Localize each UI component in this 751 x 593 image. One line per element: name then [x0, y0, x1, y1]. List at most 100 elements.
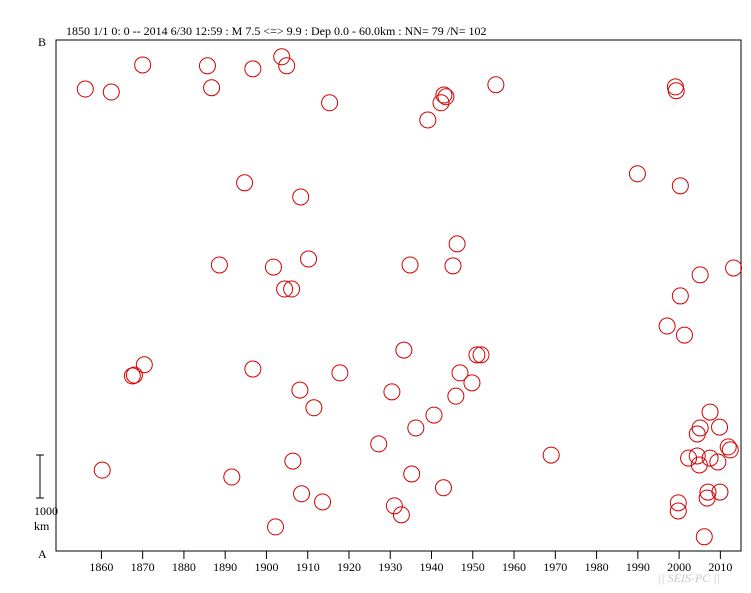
x-tick-label: 1870: [131, 560, 155, 574]
event-marker: [93, 461, 111, 479]
x-tick-label: 1860: [89, 560, 113, 574]
event-marker: [701, 403, 719, 421]
event-marker: [434, 479, 452, 497]
event-marker: [680, 449, 698, 467]
event-marker: [273, 48, 291, 66]
event-marker: [76, 80, 94, 98]
event-marker: [370, 435, 388, 453]
x-tick-label: 2010: [708, 560, 732, 574]
event-marker: [278, 57, 296, 75]
event-marker: [395, 341, 413, 359]
event-marker: [542, 446, 560, 464]
scale-bar-unit: km: [34, 519, 50, 533]
event-marker: [701, 449, 719, 467]
event-marker: [314, 493, 332, 511]
event-marker: [264, 258, 282, 276]
event-marker: [721, 441, 739, 459]
x-tick-label: 1970: [543, 560, 567, 574]
event-marker: [244, 60, 262, 78]
x-tick-label: 1950: [461, 560, 485, 574]
event-marker: [437, 88, 455, 106]
x-tick-label: 1900: [254, 560, 278, 574]
event-marker: [699, 483, 717, 501]
x-tick-label: 1920: [337, 560, 361, 574]
event-marker: [688, 447, 706, 465]
scale-bar-label: 1000: [34, 504, 58, 518]
x-tick-label: 1940: [420, 560, 444, 574]
event-marker: [435, 86, 453, 104]
event-marker: [401, 256, 419, 274]
event-marker: [244, 360, 262, 378]
x-tick-label: 1960: [502, 560, 526, 574]
event-marker: [463, 374, 481, 392]
event-marker: [711, 418, 729, 436]
event-marker: [210, 256, 228, 274]
chart-title: 1850 1/1 0: 0 -- 2014 6/30 12:59 : M 7.5…: [66, 24, 487, 38]
event-marker: [223, 468, 241, 486]
event-marker: [695, 528, 713, 546]
x-tick-label: 1990: [626, 560, 650, 574]
event-marker: [725, 259, 743, 277]
event-marker: [658, 317, 676, 335]
end-label-bottom: A: [38, 547, 47, 561]
event-marker: [671, 287, 689, 305]
event-marker: [468, 346, 486, 364]
event-marker: [667, 82, 685, 100]
event-marker: [432, 94, 450, 112]
watermark: || SEIS-PC ||: [658, 571, 720, 585]
event-marker: [698, 489, 716, 507]
x-tick-label: 1930: [378, 560, 402, 574]
event-marker: [675, 326, 693, 344]
x-tick-label: 1910: [296, 560, 320, 574]
event-marker: [305, 399, 323, 417]
x-tick-label: 1890: [213, 560, 237, 574]
event-marker: [123, 367, 141, 385]
plot-frame: [55, 39, 742, 552]
event-marker: [487, 76, 505, 94]
event-marker: [403, 465, 421, 483]
event-marker: [419, 111, 437, 129]
event-marker: [690, 456, 708, 474]
event-marker: [472, 346, 490, 364]
event-marker: [425, 406, 443, 424]
event-marker: [709, 453, 727, 471]
event-marker: [198, 57, 216, 75]
x-tick-label: 1880: [172, 560, 196, 574]
event-marker: [711, 483, 729, 501]
event-marker: [719, 438, 737, 456]
event-marker: [407, 419, 425, 437]
event-marker: [276, 280, 294, 298]
event-marker: [447, 387, 465, 405]
event-marker: [291, 381, 309, 399]
event-marker: [669, 502, 687, 520]
event-marker: [236, 174, 254, 192]
event-marker: [392, 506, 410, 524]
event-marker: [267, 518, 285, 536]
event-marker: [321, 94, 339, 112]
event-marker: [283, 280, 301, 298]
event-marker: [383, 383, 401, 401]
event-marker: [628, 165, 646, 183]
event-marker: [385, 497, 403, 515]
event-marker: [688, 425, 706, 443]
event-marker: [284, 452, 302, 470]
x-tick-label: 2000: [667, 560, 691, 574]
event-marker: [331, 364, 349, 382]
end-label-top: B: [38, 35, 46, 49]
event-marker: [691, 266, 709, 284]
event-marker: [135, 356, 153, 374]
event-marker: [451, 364, 469, 382]
event-marker: [293, 485, 311, 503]
event-marker: [671, 177, 689, 195]
event-marker: [125, 366, 143, 384]
event-marker: [203, 79, 221, 97]
event-marker: [448, 235, 466, 253]
event-marker: [292, 188, 310, 206]
event-marker: [300, 250, 318, 268]
x-tick-label: 1980: [585, 560, 609, 574]
event-marker: [134, 56, 152, 74]
event-marker: [102, 83, 120, 101]
event-marker: [669, 494, 687, 512]
event-marker: [444, 257, 462, 275]
